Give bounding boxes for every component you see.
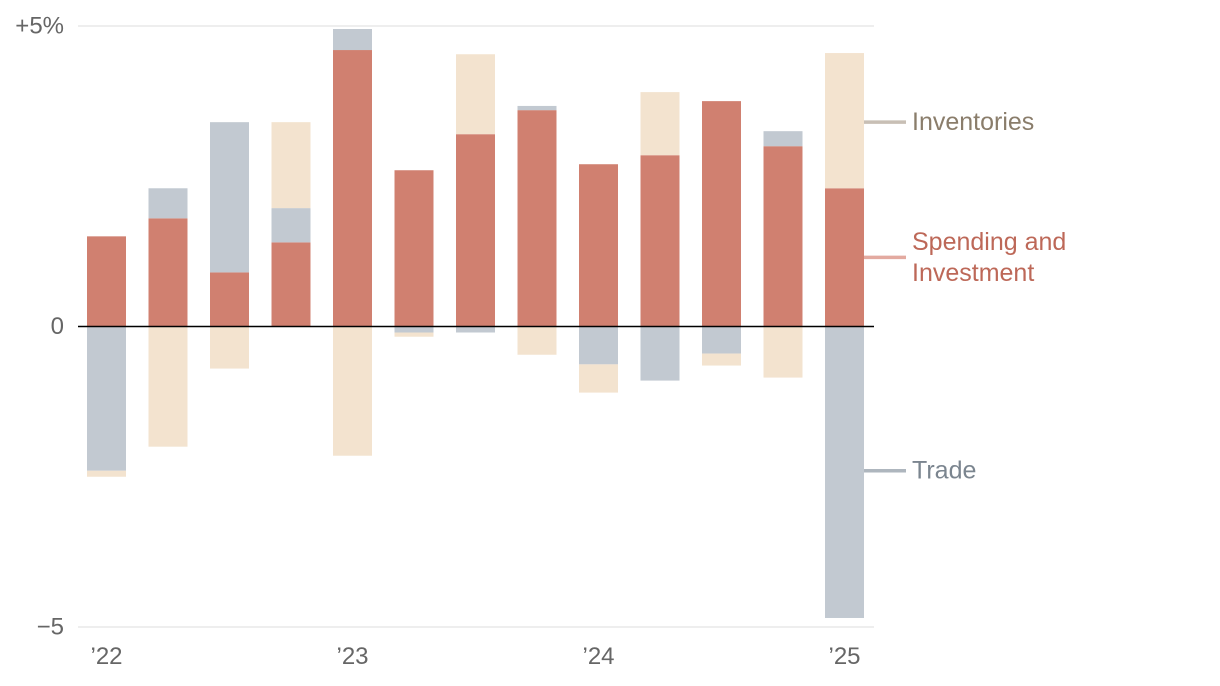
x-tick-label: ’25 [828,643,860,670]
y-tick-label: 0 [51,313,64,340]
legend-label-inventories: Inventories [912,108,1034,136]
bar-spending [333,50,372,327]
bar-inventories [148,326,188,447]
legend-label-trade: Trade [912,457,976,485]
bar-spending [825,188,864,327]
bar-spending [456,134,495,327]
bar-inventories [763,326,803,378]
legend: Inventories Spending and Investment Trade [864,108,1066,485]
y-tick-label: −5 [37,614,64,641]
y-axis: +5% 0 −5 [15,13,64,641]
bar-trade [271,208,311,243]
bars [87,29,864,618]
bar-trade [825,326,864,618]
y-tick-label: +5% [15,13,64,40]
bar-trade [333,29,372,51]
bar-spending [763,146,803,327]
gridlines [78,25,874,628]
bar-trade [763,131,803,147]
bar-trade [87,326,126,471]
bar-spending [579,164,618,327]
bar-inventories [456,54,495,135]
bar-inventories [825,53,864,189]
bar-trade [148,188,188,219]
x-axis: ’22 ’23 ’24 ’25 [90,643,860,670]
bar-spending [271,242,311,327]
bar-spending [517,110,557,327]
bar-trade [456,326,495,333]
x-tick-label: ’23 [336,643,368,670]
bar-inventories [87,470,126,477]
bar-inventories [517,326,557,355]
legend-label-spending: Spending and [912,228,1066,256]
bar-inventories [210,326,249,369]
bar-inventories [702,353,741,366]
bar-trade [210,122,249,273]
bar-trade [702,326,741,354]
x-tick-label: ’22 [90,643,122,670]
legend-label-spending: Investment [912,259,1034,287]
bar-inventories [394,332,434,337]
x-tick-label: ’24 [582,643,614,670]
bar-inventories [333,326,372,456]
bar-inventories [579,364,618,393]
bar-spending [148,218,188,327]
bar-inventories [640,92,680,156]
bar-inventories [271,122,311,209]
bar-spending [210,272,249,327]
bar-trade [640,326,680,381]
bar-trade [579,326,618,365]
bar-spending [87,236,126,327]
bar-spending [394,170,434,327]
bar-spending [702,101,741,327]
bar-trade [394,326,434,333]
bar-spending [640,155,680,327]
bar-trade [517,105,557,111]
